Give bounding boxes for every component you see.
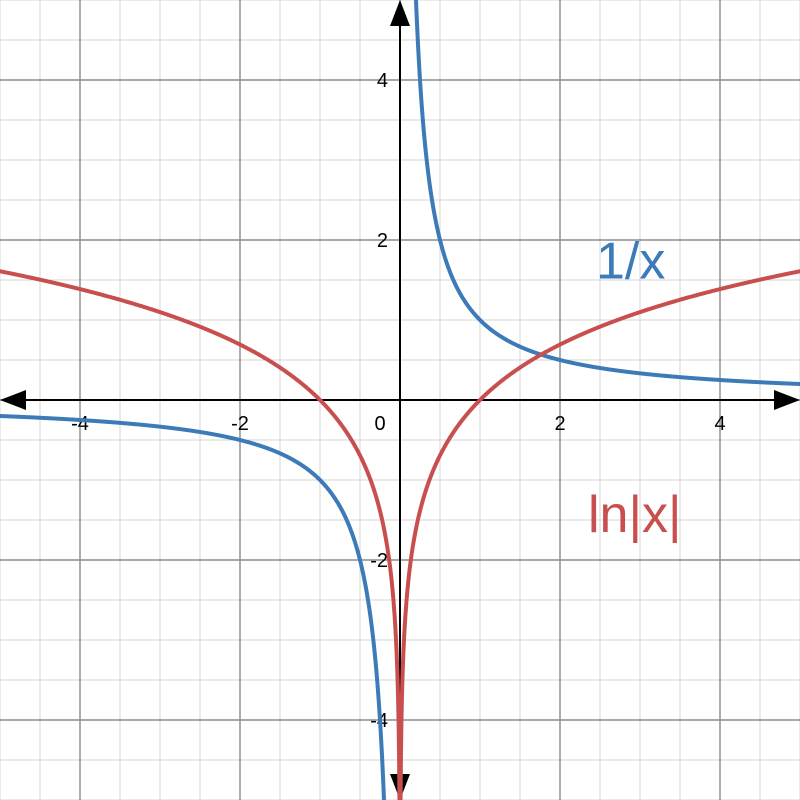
x-axis-right-arrow <box>774 390 800 410</box>
y-tick-label: -2 <box>370 550 388 572</box>
reciprocal-curve-right <box>414 0 800 386</box>
x-axis-left-arrow <box>0 390 26 410</box>
y-tick-label: 2 <box>377 230 388 252</box>
x-tick-label: -4 <box>71 413 89 435</box>
curve-labels: 1/x ln|x| <box>588 232 682 544</box>
reciprocal-curve-left <box>0 414 386 800</box>
x-tick-label: 2 <box>554 413 565 435</box>
ln-abs-curve-right <box>398 269 800 800</box>
reciprocal-label: 1/x <box>596 232 665 290</box>
ln-abs-curve-left <box>0 269 402 800</box>
x-tick-label: -2 <box>231 413 249 435</box>
ln-abs-label: ln|x| <box>588 486 682 544</box>
x-tick-label: 0 <box>374 413 385 435</box>
y-tick-label: 4 <box>377 70 388 92</box>
x-tick-label: 4 <box>714 413 725 435</box>
y-axis-top-arrow <box>390 0 410 26</box>
